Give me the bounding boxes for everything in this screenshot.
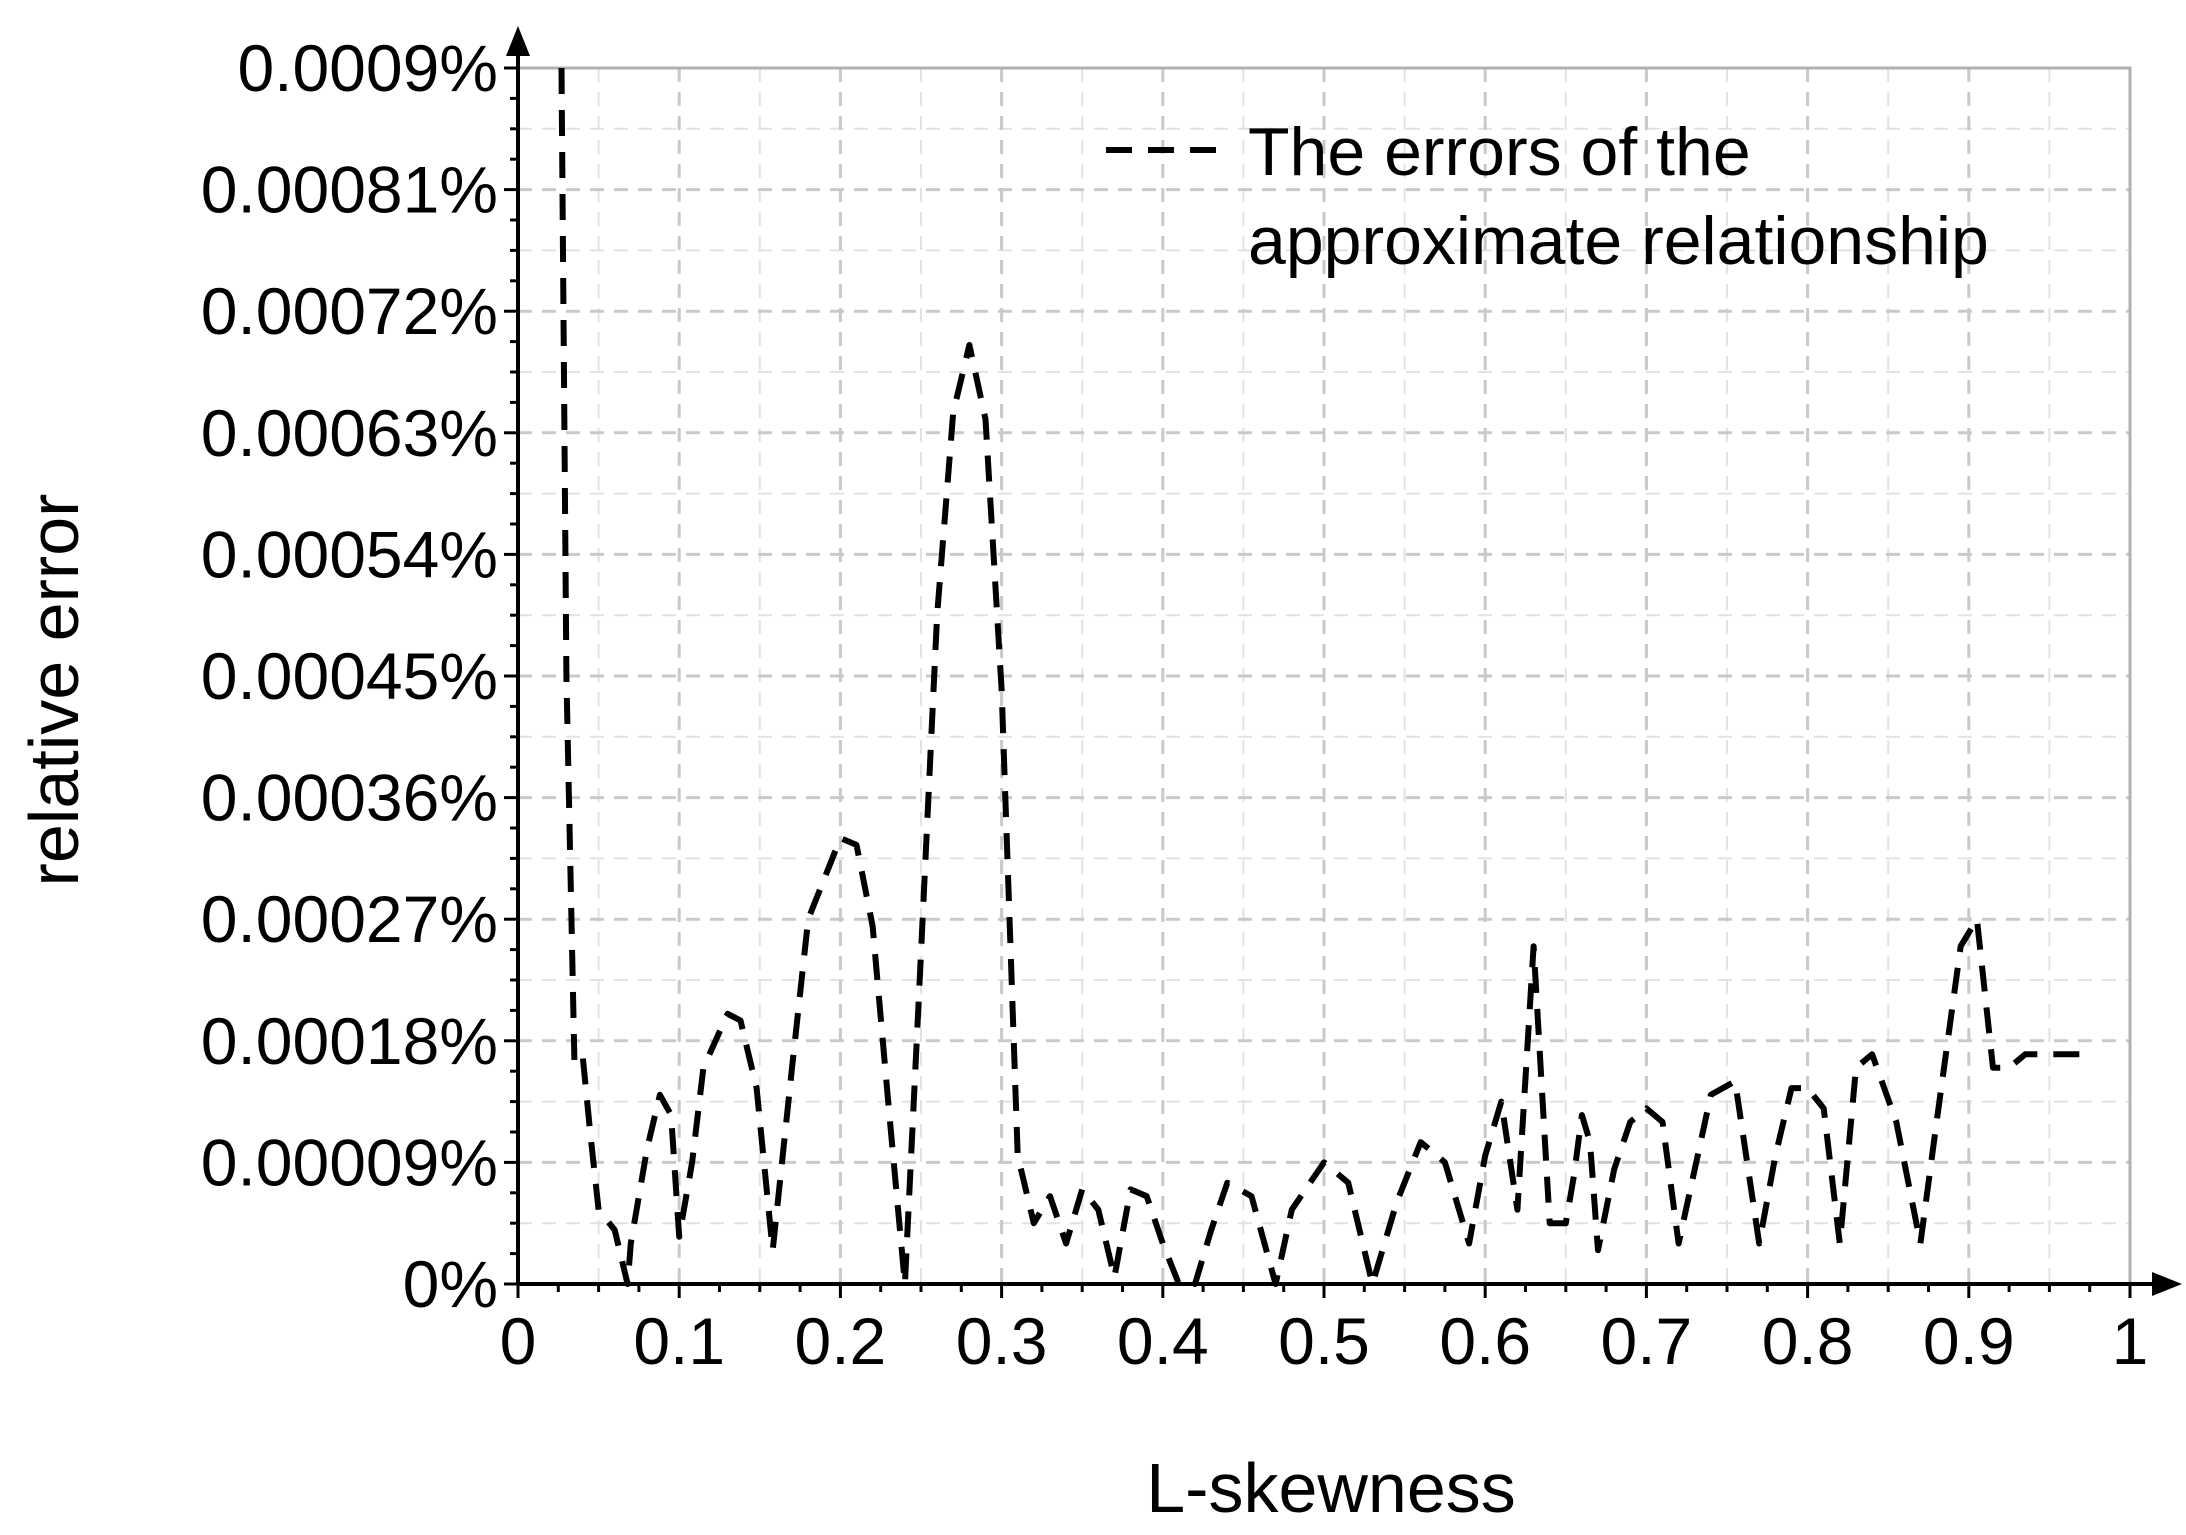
x-tick-label: 0.4	[1117, 1304, 1209, 1378]
y-tick-label: 0.00027%	[201, 882, 498, 956]
legend-label-line-2: approximate relationship	[1248, 203, 1989, 279]
x-tick-label: 0.9	[1923, 1304, 2015, 1378]
x-tick-label: 0	[500, 1304, 537, 1378]
axes	[504, 26, 2182, 1298]
x-tick-label: 1	[2112, 1304, 2149, 1378]
y-tick-label: 0.00081%	[201, 153, 498, 227]
y-tick-label: 0.00063%	[201, 396, 498, 470]
y-tick-label: 0.00036%	[201, 761, 498, 835]
y-tick-label: 0.0009%	[237, 31, 498, 105]
legend-label-line-1: The errors of the	[1248, 114, 1751, 190]
x-tick-labels: 0 0.1 0.2 0.3 0.4 0.5 0.6 0.7 0.8 0.9 1	[500, 1304, 2149, 1378]
y-tick-label: 0.00054%	[201, 517, 498, 591]
y-tick-label: 0%	[403, 1247, 498, 1321]
y-tick-labels: 0% 0.00009% 0.00018% 0.00027% 0.00036% 0.0004…	[201, 31, 498, 1321]
y-tick-label: 0.00072%	[201, 274, 498, 348]
series-line	[558, 67, 2090, 1287]
x-tick-label: 0.8	[1762, 1304, 1854, 1378]
y-axis-arrow	[506, 26, 530, 56]
series-layer	[558, 67, 2090, 1287]
y-tick-label: 0.00009%	[201, 1125, 498, 1199]
legend: The errors of the approximate relationsh…	[1106, 114, 1989, 279]
y-axis-title: relative error	[15, 494, 93, 887]
x-tick-label: 0.3	[956, 1304, 1048, 1378]
x-tick-label: 0.1	[633, 1304, 725, 1378]
y-tick-label: 0.00018%	[201, 1004, 498, 1078]
x-axis-title: L-skewness	[1146, 1449, 1516, 1527]
x-axis-arrow	[2152, 1272, 2182, 1296]
x-tick-label: 0.2	[795, 1304, 887, 1378]
x-tick-label: 0.5	[1278, 1304, 1370, 1378]
y-tick-label: 0.00045%	[201, 639, 498, 713]
x-tick-label: 0.6	[1439, 1304, 1531, 1378]
x-tick-label: 0.7	[1601, 1304, 1693, 1378]
